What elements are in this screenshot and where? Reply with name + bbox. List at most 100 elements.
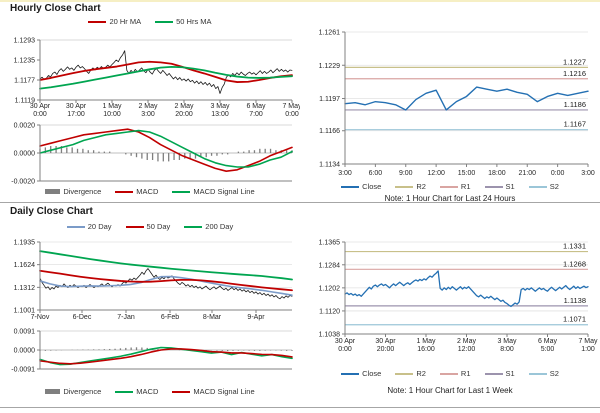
- legend-label: S1: [505, 369, 515, 378]
- line-swatch-icon: [115, 190, 134, 193]
- last-1-week-pivot-chart: 1.1331 1.1268 1.1138 1.1071 1.1365 1.1284 1.12…: [319, 240, 598, 354]
- pivot-label-s1: 1.1186: [564, 100, 586, 109]
- line-swatch-icon: [66, 225, 85, 228]
- line-swatch-icon: [88, 20, 107, 23]
- legend-label: 50 Hrs MA: [176, 17, 212, 26]
- legend-item-divergence: Divergence: [45, 187, 101, 196]
- legend-label: MACD: [136, 187, 159, 196]
- x-tick-label: 2 May: [457, 338, 477, 345]
- pivot-legend-24h: Close R2 R1 S1 S2: [300, 182, 600, 191]
- line-swatch-icon: [341, 372, 360, 375]
- line-swatch-icon: [172, 390, 191, 393]
- legend-item-r1: R1: [439, 369, 471, 378]
- daily-macd-chart: 0.0091 0.0000 -0.0091: [11, 329, 293, 372]
- last-24-hours-pivot-chart: 1.1227 1.1216 1.1186 1.1167 1.1261 1.1229 1.11…: [319, 30, 595, 178]
- macd-signal-line: [39, 129, 293, 168]
- legend-item-close: Close: [341, 182, 381, 191]
- pivot-label-r2: 1.1227: [563, 57, 586, 66]
- line-swatch-icon: [115, 390, 134, 393]
- x-tick-label: 7-Nov: [31, 314, 50, 321]
- y-tick-label: 1.1624: [14, 262, 36, 269]
- line-swatch-icon: [484, 372, 503, 375]
- y-tick-label: 1.1235: [14, 58, 36, 65]
- top-accent-strip: [0, 0, 600, 2]
- x-tick-label: 1 May: [102, 103, 122, 110]
- bottom-border: [0, 407, 600, 408]
- legend-item-divergence: Divergence: [45, 387, 101, 396]
- legend-item-macd-signal-line: MACD Signal Line: [172, 187, 255, 196]
- legend-item-20-day: 20 Day: [66, 222, 112, 231]
- x-tick-label: 0:00: [285, 111, 299, 118]
- y-tick-label: 1.1935: [14, 240, 36, 247]
- x-tick-label: 5:00: [541, 346, 555, 353]
- x-tick-label: 2 May: [174, 103, 194, 110]
- bar-swatch-icon: [45, 389, 61, 394]
- x-tick-label: 7 May: [578, 338, 598, 345]
- x-tick-label: 12:00: [458, 346, 476, 353]
- line-swatch-icon: [395, 372, 414, 375]
- x-tick-label: 17:00: [67, 111, 85, 118]
- legend-label: R1: [460, 369, 471, 378]
- hourly-close-line: [39, 50, 293, 94]
- daily-close-line: [39, 268, 293, 300]
- x-tick-label: 12:00: [427, 170, 445, 177]
- x-tick-label: 3:00: [338, 170, 352, 177]
- y-tick-label: 1.1001: [14, 308, 36, 315]
- legend-label: Divergence: [63, 387, 102, 396]
- note-1week: Note: 1 Hour Chart for Last 1 Week: [387, 386, 513, 395]
- y-tick-label: 1.1284: [319, 262, 341, 269]
- legend-label: MACD: [136, 387, 159, 396]
- x-tick-label: 0:00: [33, 111, 47, 118]
- y-tick-label: 1.1120: [319, 308, 340, 315]
- x-tick-label: 20:00: [175, 111, 193, 118]
- y-tick-label: 0.0000: [14, 151, 36, 158]
- note-24h: Note: 1 Hour Chart for Last 24 Hours: [384, 194, 516, 203]
- x-tick-label: 1:00: [581, 346, 595, 353]
- pivot-label-r2: 1.1331: [563, 242, 586, 251]
- x-tick-label: 0:00: [338, 346, 352, 353]
- ma-20hr-line: [39, 60, 293, 83]
- x-tick-label: 3 May: [210, 103, 230, 110]
- y-tick-label: 0.0091: [14, 329, 36, 336]
- x-tick-label: 7:00: [249, 111, 263, 118]
- line-swatch-icon: [528, 372, 547, 375]
- y-tick-label: 1.1197: [319, 96, 340, 103]
- ma-50day-line: [39, 269, 293, 292]
- hourly-close-chart-title: Hourly Close Chart: [10, 3, 101, 14]
- section-divider: [0, 202, 600, 203]
- x-tick-label: 8:00: [500, 346, 514, 353]
- x-tick-label: 6 May: [538, 338, 558, 345]
- x-tick-label: 30 Apr: [375, 338, 396, 345]
- ma-20day-line: [39, 275, 293, 296]
- x-tick-label: 3:00: [141, 111, 155, 118]
- y-tick-label: 1.1229: [319, 63, 341, 70]
- y-tick-label: 0.0020: [14, 123, 36, 130]
- y-tick-label: 1.1365: [319, 240, 341, 247]
- y-tick-label: 1.1202: [319, 285, 341, 292]
- legend-item-s2: S2: [528, 182, 559, 191]
- x-tick-label: 30 Apr: [30, 103, 51, 110]
- x-tick-label: 6:00: [369, 170, 383, 177]
- y-tick-label: 1.1038: [319, 332, 341, 339]
- x-tick-label: 3 May: [497, 338, 517, 345]
- pivot-label-s1: 1.1138: [564, 296, 586, 305]
- legend-item-s2: S2: [528, 369, 559, 378]
- close-24h-line: [344, 86, 589, 111]
- x-tick-label: 15:00: [458, 170, 476, 177]
- x-tick-label: 18:00: [488, 170, 506, 177]
- legend-item-r2: R2: [395, 369, 426, 378]
- x-tick-label: 6 May: [246, 103, 266, 110]
- legend-item-50-hrs-ma: 50 Hrs MA: [155, 17, 212, 26]
- daily-ma-legend: 20 Day 50 Day 200 Day: [0, 222, 300, 231]
- x-tick-label: 21:00: [518, 170, 536, 177]
- legend-item-s1: S1: [484, 182, 515, 191]
- legend-label: 20 Day: [87, 222, 112, 231]
- pivot-label-r1: 1.1216: [563, 69, 586, 78]
- pivot-label-s2: 1.1167: [564, 120, 586, 129]
- ma-50hr-line: [39, 66, 293, 90]
- line-swatch-icon: [528, 185, 547, 188]
- legend-item-macd: MACD: [115, 387, 158, 396]
- y-tick-label: 1.1293: [14, 38, 36, 45]
- y-tick-label: 1.1177: [14, 78, 35, 85]
- x-tick-label: 9:00: [399, 170, 413, 177]
